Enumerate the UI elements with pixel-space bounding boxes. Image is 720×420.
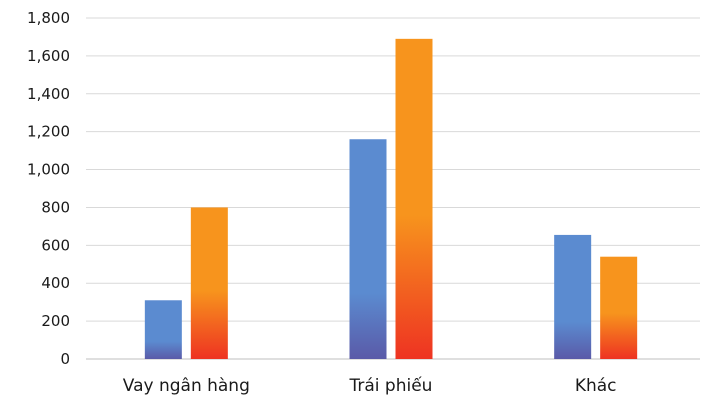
x-category-label: Trái phiếu bbox=[349, 375, 433, 396]
y-tick-label: 1,400 bbox=[27, 85, 70, 103]
y-tick-label: 200 bbox=[41, 312, 70, 330]
bar-series-2-3 bbox=[600, 256, 638, 359]
y-tick-label: 1,000 bbox=[27, 161, 70, 179]
gridlines bbox=[86, 17, 700, 360]
bar-series-1-2 bbox=[349, 139, 387, 359]
bar-series-2-1 bbox=[190, 207, 228, 359]
y-axis-tick-labels: 0 200 400 600 800 1,000 1,200 1,400 1,600 1,800 bbox=[27, 9, 70, 368]
bar-series-1-3 bbox=[554, 234, 592, 359]
y-tick-label: 1,800 bbox=[27, 9, 70, 27]
y-tick-label: 600 bbox=[41, 236, 70, 254]
x-category-label: Khác bbox=[575, 376, 617, 396]
y-tick-label: 1,600 bbox=[27, 47, 70, 65]
x-axis-category-labels: Vay ngân hàng Trái phiếu Khác bbox=[123, 375, 617, 396]
bar-series-1-1 bbox=[144, 300, 182, 359]
y-tick-label: 400 bbox=[41, 274, 70, 292]
bars bbox=[144, 38, 638, 359]
y-tick-label: 1,200 bbox=[27, 123, 70, 141]
bar-series-2-2 bbox=[395, 38, 433, 359]
x-category-label: Vay ngân hàng bbox=[123, 376, 250, 396]
y-tick-label: 800 bbox=[41, 198, 70, 216]
y-tick-label: 0 bbox=[60, 350, 70, 368]
